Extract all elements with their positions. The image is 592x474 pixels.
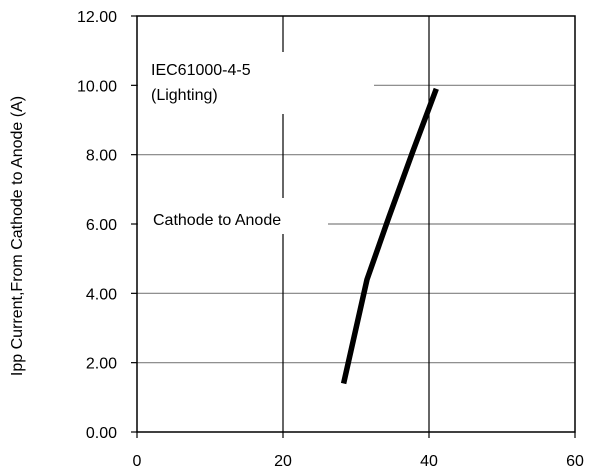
y-tick-label: 4.00 xyxy=(86,286,117,303)
series-line xyxy=(340,87,439,385)
y-tick-label: 0.00 xyxy=(86,425,117,442)
y-tick-labels: 0.00 2.00 4.00 6.00 8.00 10.00 12.00 xyxy=(77,9,137,442)
annotation-background xyxy=(138,52,374,114)
y-tick-label: 12.00 xyxy=(77,9,117,26)
annotation-standard-note: (Lighting) xyxy=(151,87,218,104)
y-tick-label: 10.00 xyxy=(77,78,117,95)
annotation-standard: IEC61000-4-5 xyxy=(151,62,251,79)
x-tick-labels: 0 20 40 60 xyxy=(133,432,584,470)
series-group xyxy=(340,87,439,385)
y-tick-label: 8.00 xyxy=(86,148,117,165)
x-tick-label: 20 xyxy=(274,453,292,470)
annotation-background xyxy=(138,198,328,234)
x-tick-label: 0 xyxy=(133,453,142,470)
y-axis-label: Ipp Current,From Cathode to Anode (A) xyxy=(9,96,26,376)
y-tick-label: 2.00 xyxy=(86,356,117,373)
x-tick-label: 40 xyxy=(420,453,438,470)
annotation-direction: Cathode to Anode xyxy=(153,212,281,229)
x-tick-label: 60 xyxy=(566,453,584,470)
y-tick-label: 6.00 xyxy=(86,217,117,234)
